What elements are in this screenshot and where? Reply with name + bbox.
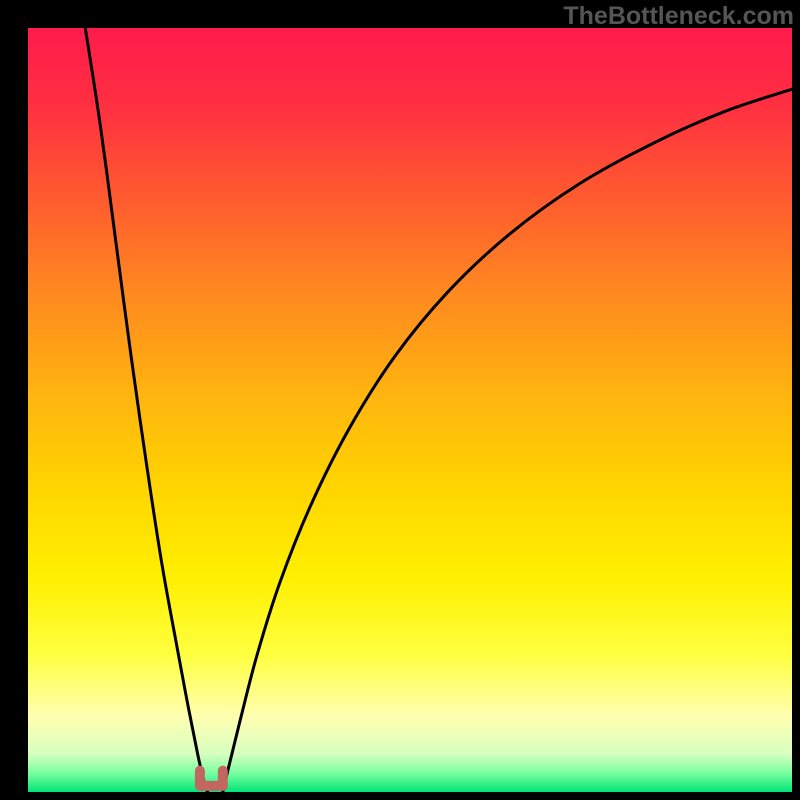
dip-marker bbox=[200, 771, 223, 786]
chart-frame: { "watermark": { "text": "TheBottleneck.… bbox=[0, 0, 800, 800]
series-left-curve bbox=[85, 28, 207, 792]
plot-area bbox=[28, 28, 792, 792]
curves-layer bbox=[28, 28, 792, 792]
watermark-text: TheBottleneck.com bbox=[563, 2, 794, 31]
series-right-curve bbox=[223, 89, 792, 792]
